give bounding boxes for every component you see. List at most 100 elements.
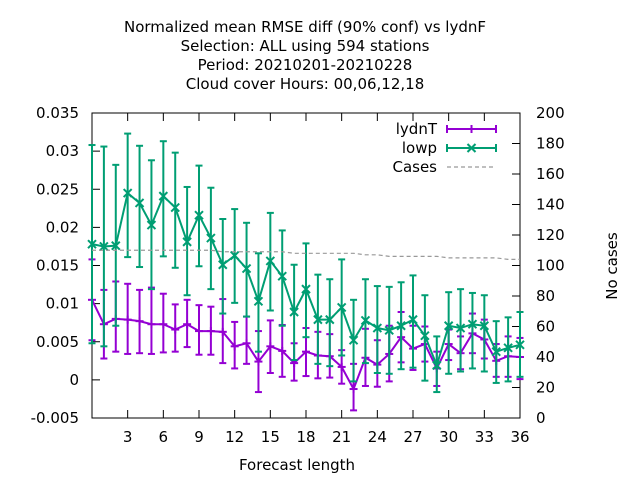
data-point [396,321,406,331]
y-tick-label: 0.02 [46,218,79,236]
data-point [278,346,287,355]
data-point [134,198,145,208]
legend-item-lowp: lowp [402,139,497,157]
data-point [336,302,347,313]
data-point [420,330,430,341]
y2-axis-label: No cases [603,232,621,300]
y-tick-label: 0.025 [36,180,79,198]
data-point [111,240,121,251]
series-lowp [87,132,525,394]
y-tick-label: -0.005 [31,409,79,427]
y2-tick-label: 120 [536,226,565,244]
x-tick-label: 30 [439,428,458,446]
data-point [147,320,156,329]
data-point [218,260,228,270]
y2-tick-label: 40 [536,348,555,366]
legend-swatch [446,125,497,133]
data-point [206,233,216,243]
x-tick-label: 15 [261,428,280,446]
series-line-cases [92,249,520,260]
data-point [265,256,276,266]
y-tick-label: 0.03 [46,142,79,160]
data-point [325,314,335,325]
y2-tick-label: 180 [536,135,565,153]
legend-item-lydnt: lydnT [396,120,497,138]
data-point [301,284,311,294]
data-point [194,210,204,220]
x-axis: 3 6 9 12 15 18 21 24 27 30 33 36 [123,113,530,446]
data-point [266,342,275,351]
series-layer [87,132,525,412]
y-axis: -0.005 0 0.005 0.01 0.015 0.02 0.025 0.03 0.035 [31,104,100,427]
y2-tick-label: 80 [536,287,555,305]
data-point [372,323,383,333]
y2-tick-label: 140 [536,196,565,214]
data-point [503,343,513,353]
y2-axis: 0 20 40 60 80 100 120 140 160 180 200 [512,104,565,427]
data-point [467,319,478,329]
data-point [182,237,192,247]
data-point [122,188,133,198]
legend-swatch [446,143,497,153]
y2-tick-label: 20 [536,379,555,397]
chart-title-line: Cloud cover Hours: 00,06,12,18 [186,75,425,93]
y-tick-label: 0.035 [36,104,79,122]
data-point [313,314,323,325]
data-point [230,342,239,351]
y2-tick-label: 160 [536,165,565,183]
data-point [87,239,97,249]
data-point [337,362,346,371]
data-point [408,314,418,325]
data-point [99,241,109,252]
data-point [253,296,264,307]
data-point [158,191,169,201]
data-point [491,346,501,357]
y2-tick-label: 0 [536,409,546,427]
legend-label: Cases [392,158,437,176]
data-point [159,320,168,329]
x-tick-label: 12 [225,428,244,446]
y2-tick-label: 200 [536,104,565,122]
x-tick-label: 9 [194,428,204,446]
data-point [171,325,180,334]
x-tick-label: 24 [368,428,387,446]
data-point [183,320,192,329]
chart-title-line: Normalized mean RMSE diff (90% conf) vs … [124,18,486,36]
data-point [348,335,359,345]
data-point [135,317,144,326]
data-point [254,357,263,366]
data-point [170,202,180,213]
data-point [241,263,252,274]
data-point [277,271,287,281]
chart-title-line: Selection: ALL using 594 stations [181,37,430,55]
x-tick-label: 3 [123,428,133,446]
data-point [123,315,132,324]
y-tick-label: 0.005 [36,333,79,351]
data-point [455,323,466,333]
y2-tick-label: 60 [536,318,555,336]
data-point [206,327,215,336]
y-tick-label: 0.01 [46,295,79,313]
data-point [432,360,442,371]
y-tick-label: 0 [69,371,79,389]
x-axis-label: Forecast length [239,456,355,474]
data-point [479,321,490,331]
x-tick-label: 21 [332,428,351,446]
legend-item-cases: Cases [392,158,496,176]
y2-tick-label: 100 [536,257,565,275]
x-tick-label: 27 [403,428,422,446]
x-tick-label: 18 [296,428,315,446]
data-point [146,220,157,230]
x-tick-label: 36 [510,428,529,446]
data-point [349,385,358,394]
data-point [242,339,251,348]
data-point [195,327,203,336]
x-tick-label: 33 [475,428,494,446]
data-point [360,315,371,326]
series-cases [92,249,520,260]
legend-label: lowp [402,139,437,157]
data-point [218,327,227,336]
data-point [384,325,394,336]
